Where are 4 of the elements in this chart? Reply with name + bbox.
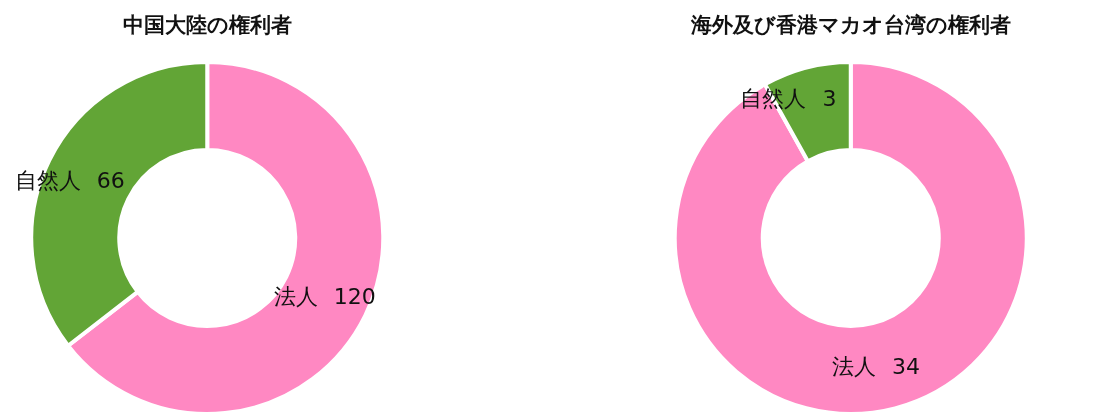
chart-title: 海外及び香港マカオ台湾の権利者: [689, 13, 1011, 37]
chart-title: 中国大陸の権利者: [122, 13, 292, 37]
slice-label: 法人: [273, 284, 318, 310]
slice-label: 法人: [832, 353, 877, 379]
